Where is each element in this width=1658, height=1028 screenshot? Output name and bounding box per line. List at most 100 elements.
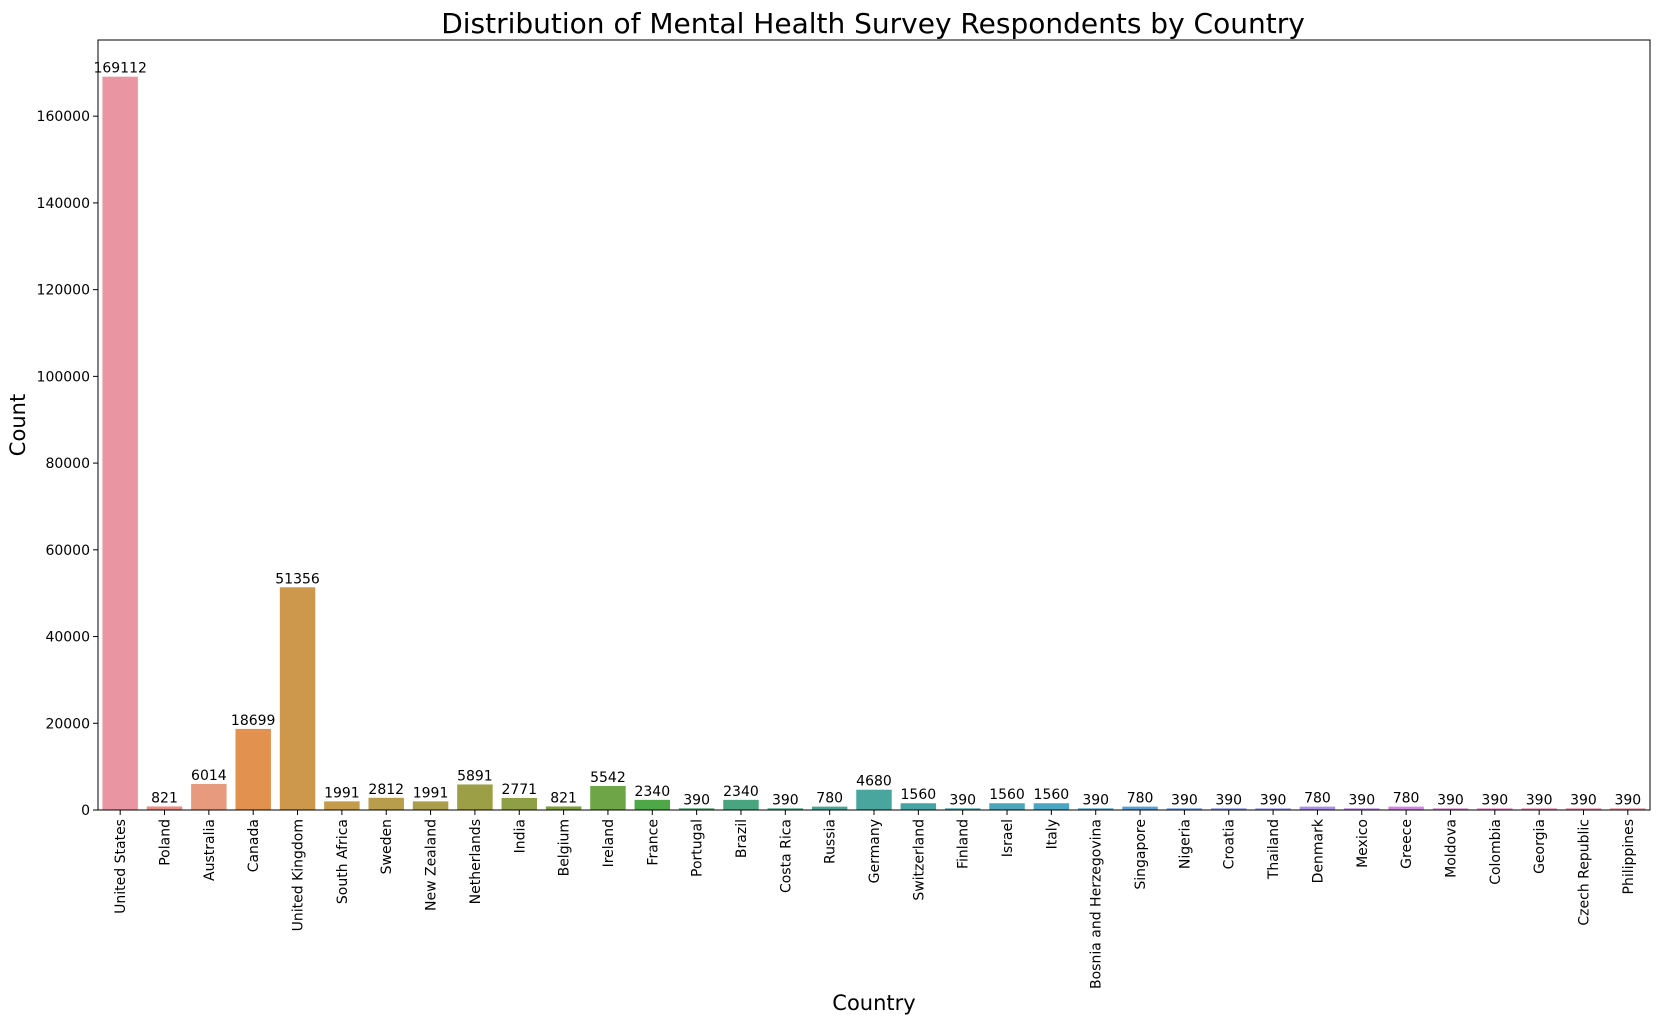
x-tick-label: United Kingdom [291, 819, 307, 931]
x-tick-label: Switzerland [911, 819, 927, 901]
bar [944, 808, 981, 810]
data-label: 390 [949, 792, 976, 808]
x-tick-label: Mexico [1355, 819, 1371, 868]
x-tick-label: Singapore [1133, 819, 1149, 890]
data-label: 4680 [856, 774, 892, 790]
chart-title: Distribution of Mental Health Survey Res… [441, 7, 1305, 40]
x-tick-label: Italy [1044, 819, 1060, 849]
y-tick-label: 40000 [45, 630, 90, 646]
x-tick-label: Netherlands [468, 819, 484, 904]
x-tick-label: India [512, 819, 528, 853]
bar [368, 797, 404, 810]
x-tick-label: New Zealand [424, 819, 440, 911]
x-tick-label: Czech Republic [1576, 819, 1592, 926]
bar [412, 801, 449, 810]
bar [1610, 808, 1646, 810]
data-label: 2771 [501, 782, 537, 798]
bar [324, 801, 360, 810]
bar [811, 806, 848, 810]
x-tick-label: Nigeria [1177, 819, 1193, 869]
x-tick-label: Georgia [1532, 819, 1548, 874]
bar [191, 783, 227, 810]
y-tick-label: 120000 [37, 283, 90, 299]
x-tick-label: Moldova [1443, 819, 1459, 878]
y-tick-label: 100000 [37, 369, 90, 385]
data-label: 18699 [231, 713, 276, 729]
y-axis: 0 20000 40000 60000 80000 100000 120000 140000 1… [37, 109, 98, 819]
x-axis-title: Country [832, 991, 915, 1015]
data-label: 390 [1260, 792, 1287, 808]
y-axis-title: Count [6, 394, 30, 456]
x-tick-label: Sweden [379, 819, 395, 874]
plot-frame [97, 39, 1651, 811]
x-tick-label: Portugal [690, 819, 706, 877]
x-tick-label: Croatia [1222, 819, 1238, 869]
x-tick-label: Poland [158, 819, 174, 866]
x-tick-label: South Africa [335, 819, 351, 904]
data-label: 2812 [368, 782, 404, 798]
bar [279, 587, 316, 810]
data-label: 390 [1526, 792, 1553, 808]
y-tick-label: 80000 [45, 456, 90, 472]
x-tick-label: Finland [956, 819, 972, 869]
data-label: 821 [151, 790, 178, 806]
bar [989, 803, 1025, 810]
bar [1211, 808, 1247, 810]
y-tick-label: 160000 [37, 109, 90, 125]
x-tick-label: Germany [867, 819, 883, 883]
data-label: 390 [1437, 792, 1464, 808]
data-label: 5891 [457, 768, 493, 784]
bar [1166, 808, 1203, 810]
data-label: 1560 [901, 787, 937, 803]
bar [1521, 808, 1557, 810]
data-label: 390 [1171, 792, 1198, 808]
x-tick-label: Russia [823, 819, 839, 864]
data-label: 390 [772, 792, 799, 808]
data-label: 2340 [723, 784, 759, 800]
data-label: 821 [550, 790, 577, 806]
x-tick-label: Ireland [601, 819, 617, 867]
x-tick-label: Brazil [734, 819, 750, 858]
data-label: 6014 [191, 768, 227, 784]
y-tick-label: 0 [81, 803, 90, 819]
bar [1255, 808, 1291, 810]
data-label: 1560 [1034, 787, 1070, 803]
bars-layer [102, 76, 1646, 811]
x-tick-label: Costa Rica [778, 819, 794, 893]
data-label: 390 [1082, 792, 1109, 808]
bar [590, 785, 626, 810]
data-label: 1991 [413, 785, 449, 801]
bar [102, 76, 138, 811]
data-label: 1560 [989, 787, 1025, 803]
x-tick-label: Belgium [557, 819, 573, 876]
data-label: 1991 [324, 785, 360, 801]
bar [767, 808, 804, 810]
bar [1344, 808, 1380, 810]
bar [235, 728, 271, 810]
bar [900, 803, 937, 810]
bar [1077, 808, 1114, 810]
data-label: 390 [1215, 792, 1242, 808]
data-label: 169112 [93, 61, 146, 77]
bar [678, 808, 715, 810]
data-label: 390 [1570, 792, 1597, 808]
data-labels-layer: 169112 821 6014 18699 51356 1991 2812 1991 5891 2… [93, 61, 1641, 809]
bar [1432, 808, 1469, 810]
bar [457, 784, 493, 810]
bar [1122, 806, 1158, 810]
data-label: 390 [1614, 792, 1641, 808]
data-label: 390 [683, 792, 710, 808]
x-tick-label: France [645, 819, 661, 866]
x-tick-label: Philippines [1621, 819, 1637, 894]
data-label: 51356 [275, 571, 320, 587]
bar [1033, 803, 1070, 810]
x-tick-label: Denmark [1310, 818, 1326, 883]
data-label: 5542 [590, 770, 626, 786]
bar [545, 806, 582, 810]
x-tick-label: Greece [1399, 819, 1415, 869]
bar [723, 799, 759, 810]
bar [1299, 806, 1336, 810]
bar [1477, 808, 1513, 810]
